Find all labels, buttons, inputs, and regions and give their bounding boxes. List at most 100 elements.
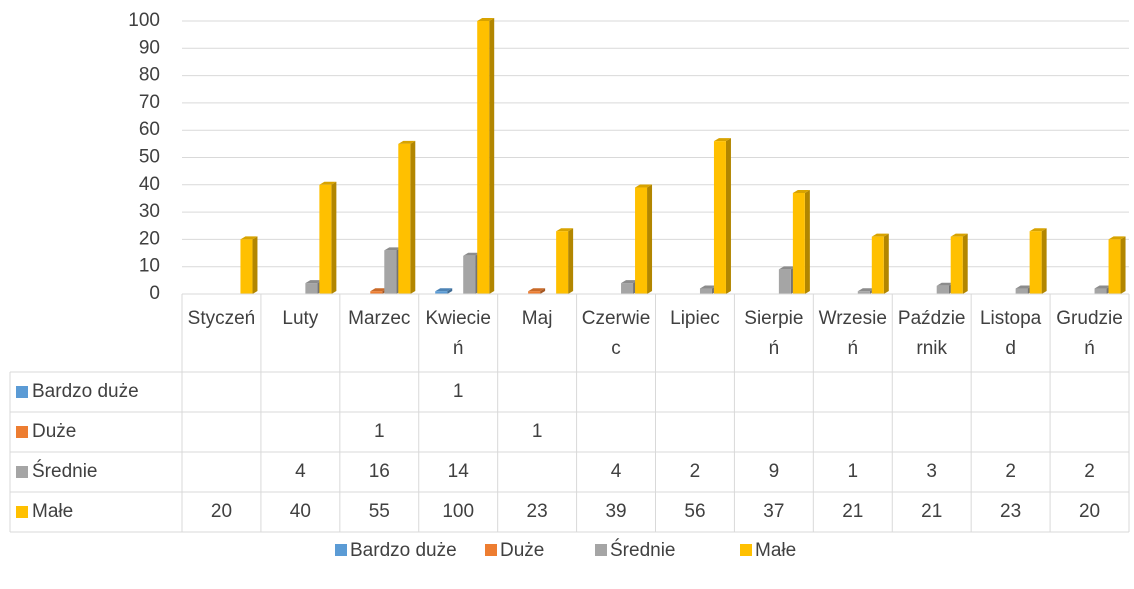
bar-side [1041, 228, 1047, 294]
bar-top [319, 181, 337, 185]
bar-top [857, 288, 875, 292]
bar-top [778, 266, 796, 270]
bar [713, 141, 726, 294]
legend-swatch [740, 544, 752, 556]
y-tick-label: 50 [139, 147, 160, 168]
row-label: Duże [32, 421, 76, 442]
x-tick-label: Sierpień [744, 308, 804, 359]
row-label: Średnie [32, 460, 98, 482]
y-tick-label: 30 [139, 201, 160, 222]
bar [635, 187, 648, 294]
legend-label: Duże [500, 540, 544, 561]
bar-side [410, 140, 416, 294]
x-tick-label: Lipiec [670, 308, 720, 329]
y-tick-label: 70 [139, 92, 160, 113]
bar-top [871, 233, 889, 237]
bar [240, 239, 253, 294]
bar-top [1029, 228, 1047, 232]
bar-top [384, 247, 402, 251]
table-value: 1 [374, 421, 385, 442]
legend-label: Średnie [610, 539, 676, 561]
table-value: 9 [769, 461, 780, 482]
bar-side [540, 288, 546, 294]
bar [463, 255, 476, 294]
table-value: 21 [921, 501, 942, 522]
y-tick-label: 60 [139, 119, 160, 140]
legend-label: Bardzo duże [350, 540, 457, 561]
bar [778, 269, 791, 294]
bar [1015, 288, 1028, 294]
legend-swatch [595, 544, 607, 556]
bar [1108, 239, 1121, 294]
table-value: 23 [527, 501, 548, 522]
bar [528, 291, 541, 294]
table-value: 3 [926, 461, 937, 482]
bar [435, 291, 448, 294]
table-value: 1 [532, 421, 543, 442]
bar-side [962, 233, 968, 294]
bar [384, 250, 397, 294]
table-value: 21 [842, 501, 863, 522]
bar [1094, 288, 1107, 294]
bar-top [621, 280, 639, 284]
table-value: 1 [848, 461, 859, 482]
x-tick-label: Maj [521, 308, 553, 329]
table-value: 37 [763, 501, 784, 522]
legend-swatch [16, 426, 28, 438]
bar [398, 143, 411, 294]
x-tick-label: Marzec [348, 308, 411, 329]
bar-top [1094, 285, 1112, 289]
x-tick-label: Wrzesień [818, 308, 887, 359]
bar-top [556, 228, 574, 232]
bar-top [370, 288, 388, 292]
y-tick-label: 0 [149, 283, 160, 304]
bar-side [725, 138, 731, 294]
x-tick-label: Październik [897, 308, 966, 359]
row-label: Bardzo duże [32, 381, 139, 402]
table-value: 1 [453, 381, 464, 402]
y-tick-label: 10 [139, 256, 160, 277]
bar-side [883, 233, 889, 294]
bar-side [252, 236, 258, 294]
bar-top [435, 288, 453, 292]
x-tick-label: Grudzień [1056, 308, 1123, 359]
bar [857, 291, 870, 294]
table-value: 40 [290, 501, 311, 522]
bar [936, 285, 949, 294]
bar-top [792, 189, 810, 193]
legend-swatch [485, 544, 497, 556]
legend-swatch [16, 386, 28, 398]
table-value: 20 [1079, 501, 1100, 522]
legend-swatch [16, 466, 28, 478]
bar-top [936, 282, 954, 286]
table-value: 2 [1084, 461, 1095, 482]
bar-side [568, 228, 574, 294]
bar-top [528, 288, 546, 292]
bar-side [331, 181, 337, 294]
bar [792, 192, 805, 294]
table-value: 23 [1000, 501, 1021, 522]
table-value: 2 [1005, 461, 1016, 482]
y-tick-label: 80 [139, 65, 160, 86]
row-label: Małe [32, 501, 73, 522]
bar [871, 236, 884, 294]
bar-side [647, 184, 653, 294]
bar [477, 21, 490, 294]
y-tick-label: 90 [139, 37, 160, 58]
table-value: 39 [605, 501, 626, 522]
x-tick-label: Czerwiec [581, 308, 651, 359]
x-tick-label: Styczeń [187, 308, 256, 329]
table-value: 20 [211, 501, 232, 522]
legend-swatch [16, 506, 28, 518]
bar-top [477, 18, 495, 21]
bar-top [463, 252, 481, 256]
table-value: 14 [448, 461, 470, 482]
bar-top [699, 285, 717, 289]
y-tick-label: 20 [139, 228, 160, 249]
bar-top [635, 184, 653, 188]
bar-top [240, 236, 258, 240]
table-value: 4 [295, 461, 306, 482]
legend-swatch [335, 544, 347, 556]
bar-top [305, 280, 323, 284]
bar-top [713, 138, 731, 142]
